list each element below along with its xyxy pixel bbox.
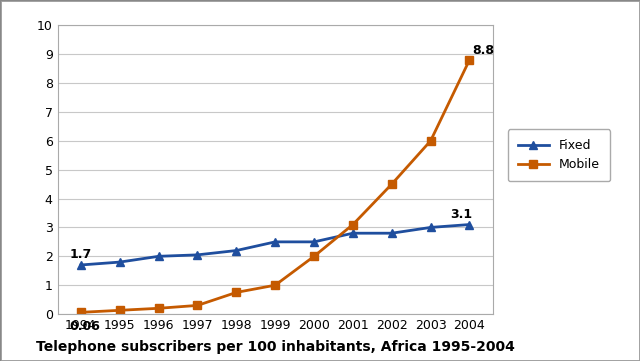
Text: 1.7: 1.7 xyxy=(70,248,92,261)
Fixed xyxy=(310,240,318,244)
Mobile xyxy=(194,303,202,308)
Fixed xyxy=(155,254,163,258)
Mobile xyxy=(116,308,124,313)
Text: 3.1: 3.1 xyxy=(450,208,472,221)
Fixed xyxy=(388,231,396,235)
Fixed xyxy=(194,253,202,257)
Fixed xyxy=(271,240,279,244)
Text: 8.8: 8.8 xyxy=(472,44,494,57)
Fixed xyxy=(349,231,356,235)
Mobile xyxy=(349,222,356,227)
Mobile xyxy=(232,290,240,295)
Text: Telephone subscribers per 100 inhabitants, Africa 1995-2004: Telephone subscribers per 100 inhabitant… xyxy=(36,340,515,354)
Fixed xyxy=(232,248,240,253)
Legend: Fixed, Mobile: Fixed, Mobile xyxy=(508,129,610,181)
Mobile xyxy=(310,254,318,258)
Mobile xyxy=(155,306,163,310)
Text: 0.06: 0.06 xyxy=(70,321,100,334)
Line: Fixed: Fixed xyxy=(77,220,474,269)
Mobile xyxy=(466,58,474,62)
Line: Mobile: Mobile xyxy=(77,56,474,317)
Mobile xyxy=(271,283,279,287)
Fixed xyxy=(77,263,84,267)
Fixed xyxy=(427,225,435,230)
Mobile xyxy=(388,182,396,186)
Fixed xyxy=(466,222,474,227)
Fixed xyxy=(116,260,124,264)
Mobile xyxy=(427,139,435,143)
Mobile xyxy=(77,310,84,314)
